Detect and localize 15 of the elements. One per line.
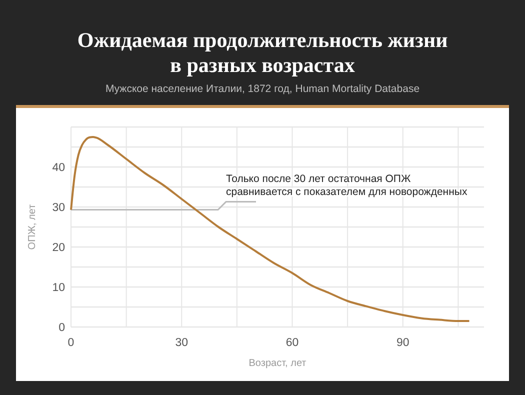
y-tick-label: 40 xyxy=(52,162,65,174)
ref-line-label: Только после 30 лет остаточная ОПЖ сравнивается с показателем для новорожденных xyxy=(226,172,468,198)
y-tick-label: 10 xyxy=(52,282,65,294)
x-axis-title: Возраст, лет xyxy=(248,358,307,369)
y-tick-label: 20 xyxy=(52,242,65,254)
line-series xyxy=(70,136,470,322)
x-tick-label: 60 xyxy=(286,337,299,349)
x-tick-label: 30 xyxy=(175,337,188,349)
y-axis-title: ОПЖ, лет xyxy=(27,204,38,250)
x-tick-label: 90 xyxy=(396,337,410,349)
y-tick-label: 0 xyxy=(58,322,65,334)
chart-subtitle: Мужское население Италии, 1872 год, Human Mortality Database xyxy=(105,83,420,95)
x-tick-label: 0 xyxy=(68,337,74,349)
chart-title: Ожидаемая продолжительность жизни в разных возрастах xyxy=(77,28,448,77)
y-tick-label: 30 xyxy=(52,202,65,214)
